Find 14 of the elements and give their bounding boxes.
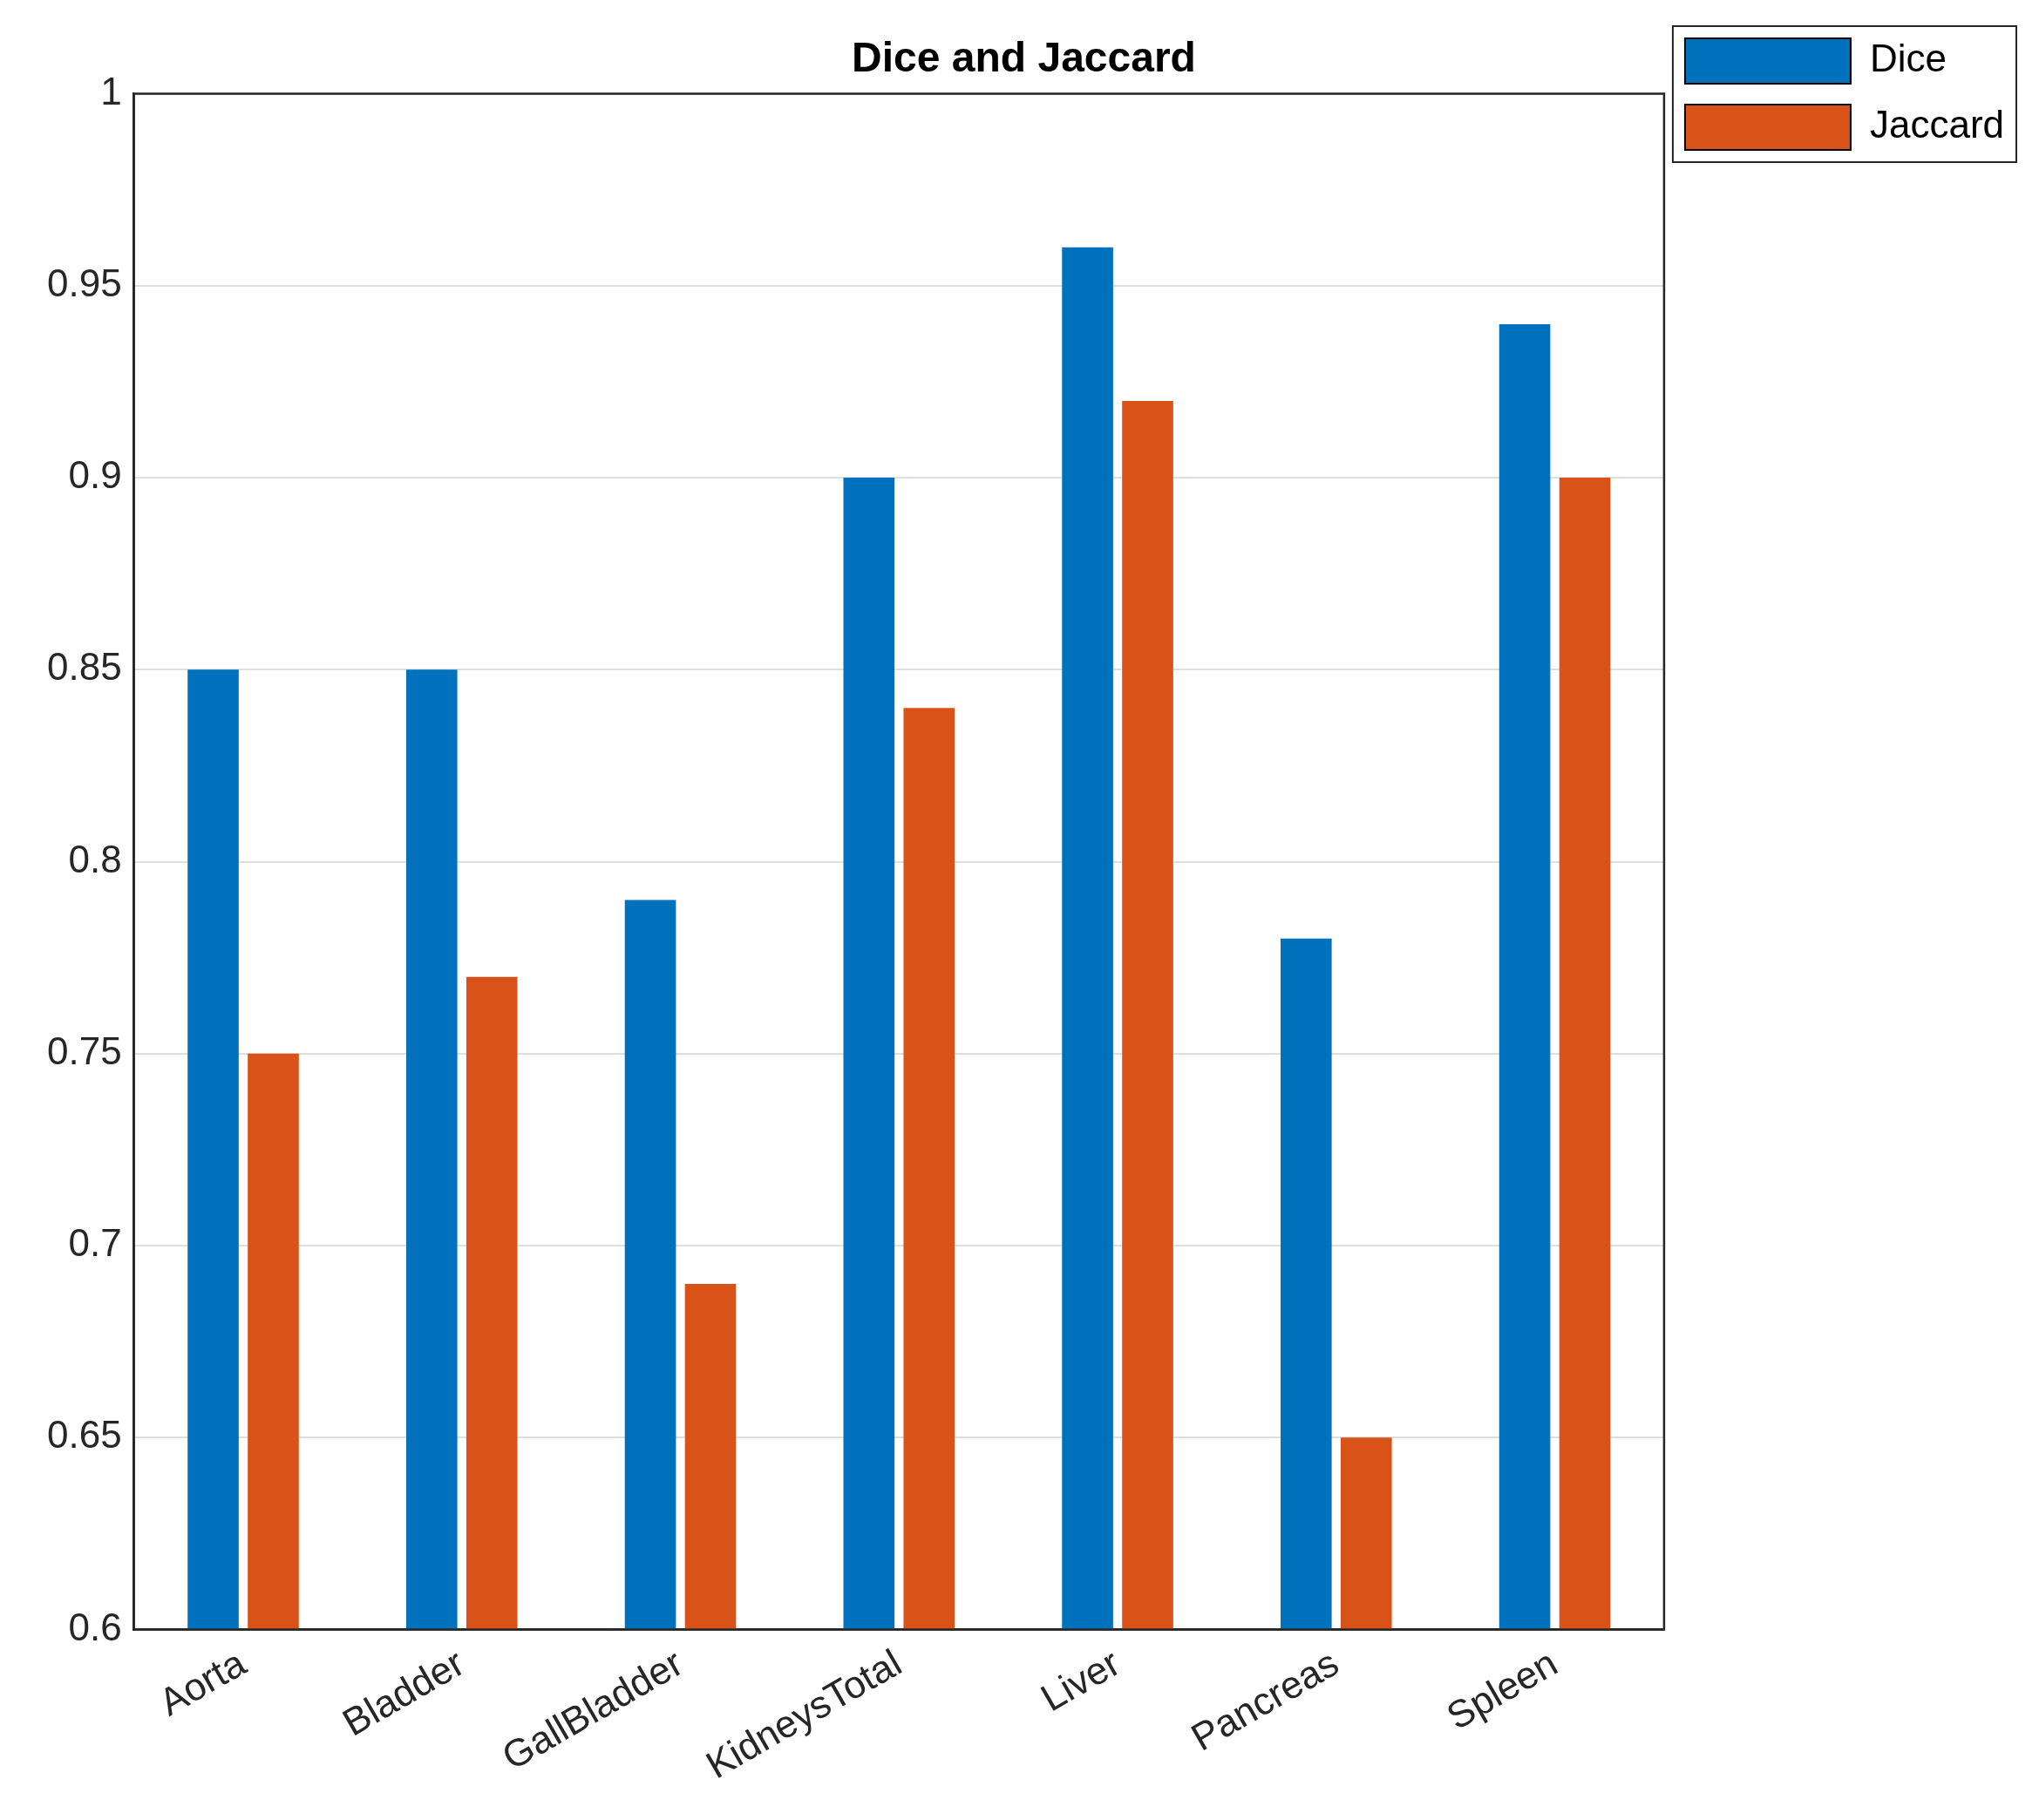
x-tick-label: Liver: [1033, 1640, 1127, 1720]
y-tick-label: 1: [100, 69, 122, 112]
chart-title: Dice and Jaccard: [852, 34, 1196, 81]
y-tick-label: 0.75: [47, 1029, 122, 1072]
y-tick-label: 0.65: [47, 1413, 122, 1457]
y-tick-label: 0.7: [68, 1221, 122, 1265]
y-tick-label: 0.85: [47, 645, 122, 689]
y-tick-label: 0.6: [68, 1605, 122, 1648]
legend-label: Dice: [1869, 37, 1947, 80]
y-tick-label: 0.8: [68, 837, 122, 880]
y-tick-label: 0.9: [68, 453, 122, 497]
y-tick-label: 0.95: [47, 261, 122, 304]
legend-label: Jaccard: [1869, 103, 2005, 146]
x-tick-label: Aorta: [152, 1640, 254, 1724]
